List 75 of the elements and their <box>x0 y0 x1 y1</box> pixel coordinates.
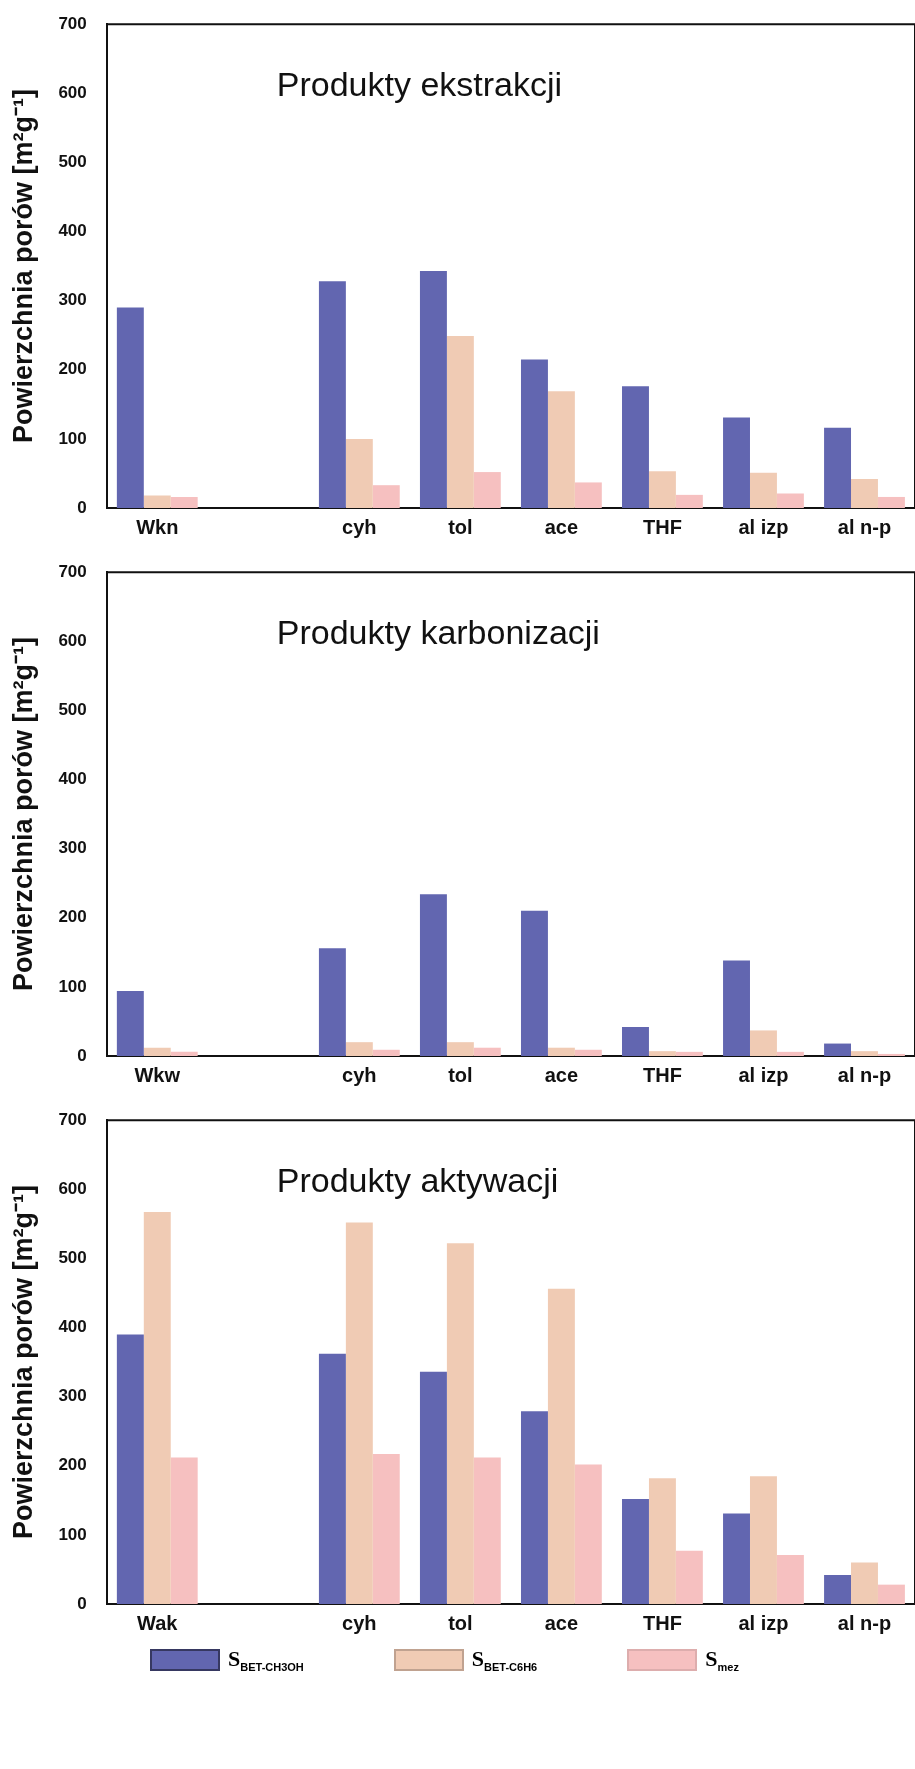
x-tick-label: al n-p <box>837 1063 892 1086</box>
x-tick-label: cyh <box>342 1063 377 1086</box>
y-tick-label: 200 <box>58 907 87 927</box>
legend-label: S$_{mez}$ <box>705 1646 739 1674</box>
bar <box>318 281 346 508</box>
bar <box>419 1371 447 1604</box>
x-tick-label: tol <box>448 1611 473 1634</box>
y-tick-label: 100 <box>58 428 87 448</box>
y-tick-label: 600 <box>58 631 87 650</box>
y-tick-label: 500 <box>58 1248 87 1268</box>
bar <box>318 1353 346 1604</box>
y-tick-label: 100 <box>58 1524 87 1544</box>
x-tick-label: al n-p <box>837 1611 892 1634</box>
y-tick-label: 600 <box>58 83 87 102</box>
y-tick-label: 0 <box>77 1045 87 1065</box>
y-tick-label: 400 <box>58 1317 87 1337</box>
y-tick-label: 0 <box>77 1593 87 1613</box>
x-tick-label: tol <box>448 515 473 538</box>
x-tick-label: tol <box>448 1063 473 1086</box>
legend-label: S$_{BET-C6H6}$ <box>471 1646 538 1674</box>
legend-label: S$_{BET-CH3OH}$ <box>228 1646 304 1674</box>
x-tick-label: THF <box>642 515 682 538</box>
x-tick-label: ace <box>544 1611 579 1634</box>
bar <box>116 991 144 1056</box>
bar <box>824 1574 852 1604</box>
bar <box>520 910 548 1056</box>
bar <box>723 960 750 1056</box>
bar <box>116 307 144 508</box>
bar <box>419 894 447 1056</box>
y-tick-label: 200 <box>58 1455 87 1475</box>
bar <box>116 1334 144 1604</box>
x-tick-label: Wkw <box>134 1063 181 1086</box>
y-tick-label: 600 <box>58 1179 87 1198</box>
text: Produkty ekstrakcji <box>276 64 563 103</box>
text: Produkty aktywacji <box>276 1160 559 1199</box>
y-axis-title: Powierzchnia porów [m²g⁻¹] <box>7 1185 38 1540</box>
y-tick-label: 300 <box>58 838 87 858</box>
y-tick-label: 400 <box>58 769 87 789</box>
bar <box>723 1513 750 1604</box>
y-tick-label: 500 <box>58 152 87 172</box>
y-tick-label: 200 <box>58 359 87 379</box>
x-tick-label: THF <box>642 1611 682 1634</box>
y-tick-label: 700 <box>58 561 87 581</box>
bar <box>622 386 649 508</box>
x-tick-label: al n-p <box>837 515 892 538</box>
y-tick-label: 700 <box>58 1109 87 1129</box>
y-tick-label: 0 <box>77 497 87 517</box>
x-tick-label: Wkn <box>136 515 179 538</box>
bar <box>824 427 852 508</box>
y-tick-label: 500 <box>58 700 87 720</box>
x-tick-label: cyh <box>342 1611 377 1634</box>
bar <box>824 1043 852 1056</box>
bar <box>419 270 447 508</box>
text: Produkty karbonizacji <box>276 612 600 651</box>
x-tick-label: al izp <box>738 1063 789 1086</box>
bar <box>520 359 548 508</box>
x-tick-label: THF <box>642 1063 682 1086</box>
y-tick-label: 300 <box>58 1386 87 1406</box>
bar <box>622 1498 649 1604</box>
x-tick-label: ace <box>544 515 579 538</box>
bar <box>318 948 346 1056</box>
y-tick-label: 100 <box>58 976 87 996</box>
y-tick-label: 700 <box>58 13 87 33</box>
y-tick-label: 300 <box>58 290 87 310</box>
x-tick-label: al izp <box>738 515 789 538</box>
bar <box>622 1026 649 1056</box>
x-tick-label: Wak <box>137 1611 179 1634</box>
x-tick-label: ace <box>544 1063 579 1086</box>
x-tick-label: cyh <box>342 515 377 538</box>
y-tick-label: 400 <box>58 221 87 241</box>
x-tick-label: al izp <box>738 1611 789 1634</box>
bar <box>723 417 750 508</box>
y-axis-title: Powierzchnia porów [m²g⁻¹] <box>7 89 38 444</box>
y-axis-title: Powierzchnia porów [m²g⁻¹] <box>7 637 38 992</box>
bar <box>520 1411 548 1604</box>
